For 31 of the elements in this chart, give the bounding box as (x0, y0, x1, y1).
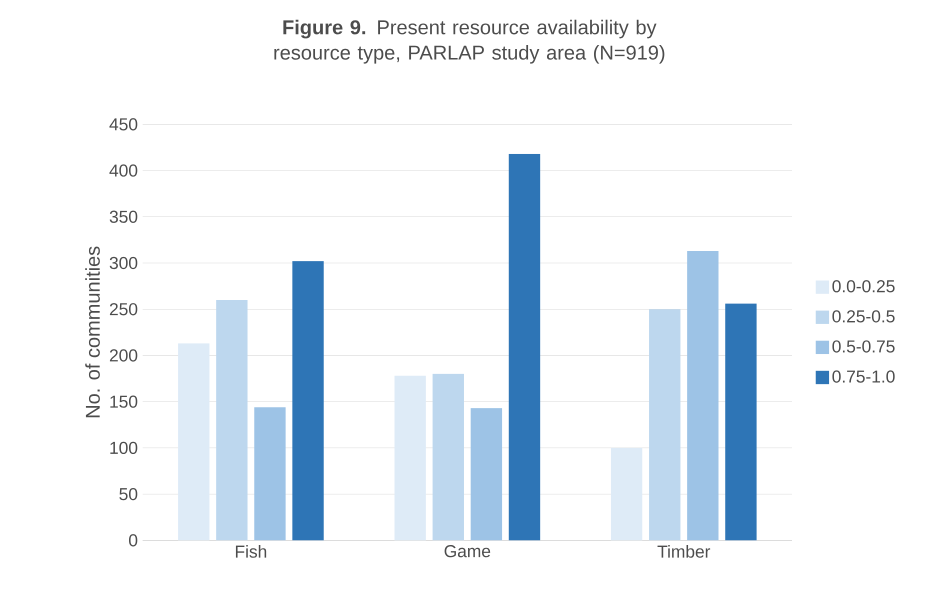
y-tick-label: 0 (128, 534, 138, 546)
y-tick-label: 400 (109, 164, 138, 177)
bar (254, 407, 286, 540)
y-tick-label: 250 (110, 303, 138, 316)
y-tick-label: 300 (110, 256, 138, 270)
y-axis-title: No. of communities (85, 246, 100, 418)
legend-label: 0.0-0.25 (832, 280, 895, 292)
bar (649, 309, 680, 540)
y-tick-label: 200 (110, 349, 138, 362)
x-tick-label: Fish (236, 545, 266, 558)
legend-label: 0.75-1.0 (832, 370, 895, 383)
y-tick-label: 100 (110, 442, 138, 454)
y-tick-label: 450 (109, 118, 138, 130)
bar (178, 343, 210, 540)
bar (292, 261, 324, 540)
legend-label: 0.25-0.5 (832, 310, 895, 322)
bar (610, 448, 642, 540)
bar (394, 376, 426, 540)
bar (470, 408, 502, 540)
bar (216, 300, 248, 540)
x-tick-label: Timber (658, 545, 710, 558)
bar (687, 250, 719, 540)
bar (432, 374, 464, 540)
y-tick-label: 50 (119, 488, 138, 500)
y-tick-label: 350 (110, 210, 138, 223)
bar (725, 304, 757, 540)
x-tick-label: Game (444, 545, 490, 558)
y-tick-label: 150 (110, 396, 138, 408)
bar (508, 154, 540, 540)
chart-title: Figure 9. Present resource availability by resource type, PARLAP study area (N=919) (274, 20, 664, 64)
legend-label: 0.5-0.75 (832, 340, 895, 353)
